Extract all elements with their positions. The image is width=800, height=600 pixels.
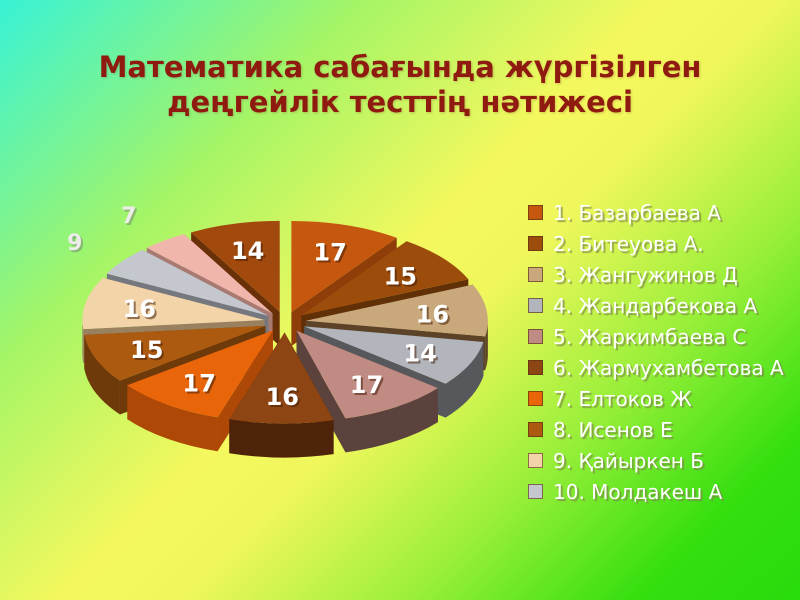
slice-value-label: 17 xyxy=(313,238,346,266)
slice-value-label-shadow: 15 xyxy=(132,338,165,366)
slice-value-label: 17 xyxy=(182,370,215,398)
legend-label: 9. Қайыркен Б xyxy=(553,448,704,473)
legend-swatch-icon xyxy=(528,391,543,406)
slice-value-label-shadow: 15 xyxy=(386,264,419,292)
pie-slice xyxy=(127,330,273,452)
legend-swatch-icon xyxy=(528,205,543,220)
legend-label: 6. Жармухамбетова А xyxy=(553,355,784,380)
legend-swatch-icon xyxy=(528,267,543,282)
legend-swatch-icon xyxy=(528,329,543,344)
legend-swatch-icon xyxy=(528,360,543,375)
slice-value-label-shadow: 16 xyxy=(268,385,301,413)
legend-label: 7. Елтоков Ж xyxy=(553,386,692,411)
legend-swatch-icon xyxy=(528,236,543,251)
legend-item: 10. Молдакеш А xyxy=(528,476,790,507)
legend-item: 6. Жармухамбетова А xyxy=(528,352,790,383)
legend-item: 5. Жаркимбаева С xyxy=(528,321,790,352)
legend-label: 4. Жандарбекова А xyxy=(553,293,758,318)
legend-item: 1. Базарбаева А xyxy=(528,197,790,228)
legend-item: 3. Жангужинов Д xyxy=(528,259,790,290)
slice-value-label-shadow: 16 xyxy=(125,297,158,325)
slice-value-label-shadow: 9 xyxy=(69,233,84,258)
slice-value-label: 16 xyxy=(416,300,449,328)
slice-value-label: 16 xyxy=(266,383,299,411)
legend-label: 3. Жангужинов Д xyxy=(553,262,738,287)
legend-label: 8. Исенов Е xyxy=(553,417,673,442)
pie-slice xyxy=(229,332,334,458)
legend-item: 9. Қайыркен Б xyxy=(528,445,790,476)
pie-chart: 1717151516161414171716161717151516169977… xyxy=(67,204,488,458)
legend-item: 8. Исенов Е xyxy=(528,414,790,445)
legend-label: 2. Битеуова А. xyxy=(553,231,704,256)
legend-swatch-icon xyxy=(528,484,543,499)
slice-value-label-shadow: 17 xyxy=(184,372,217,400)
slice-value-label-shadow: 14 xyxy=(405,342,438,370)
slice-value-label: 17 xyxy=(350,371,383,399)
slice-value-label: 9 xyxy=(67,231,82,256)
legend-swatch-icon xyxy=(528,298,543,313)
slice-value-label-shadow: 17 xyxy=(315,240,348,268)
slice-value-label-shadow: 14 xyxy=(233,239,266,267)
slide-title: Математика сабағында жүргізілген деңгейл… xyxy=(98,50,702,119)
legend-item: 4. Жандарбекова А xyxy=(528,290,790,321)
legend-label: 10. Молдакеш А xyxy=(553,479,723,504)
slice-value-label-shadow: 17 xyxy=(352,373,385,401)
legend-item: 2. Битеуова А. xyxy=(528,228,790,259)
slice-value-label: 15 xyxy=(384,262,417,290)
legend-swatch-icon xyxy=(528,453,543,468)
legend-swatch-icon xyxy=(528,422,543,437)
slice-value-label-shadow: 7 xyxy=(123,206,138,231)
slice-value-label: 14 xyxy=(231,237,264,265)
slice-value-label: 15 xyxy=(130,336,163,364)
slice-value-label: 14 xyxy=(403,340,436,368)
slice-value-label: 16 xyxy=(123,295,156,323)
chart-legend: 1. Базарбаева А 2. Битеуова А. 3. Жангужин… xyxy=(528,197,790,507)
legend-label: 5. Жаркимбаева С xyxy=(553,324,747,349)
slice-value-label-shadow: 16 xyxy=(418,302,451,330)
legend-item: 7. Елтоков Ж xyxy=(528,383,790,414)
legend-label: 1. Базарбаева А xyxy=(553,200,721,225)
slice-value-label: 7 xyxy=(121,204,136,229)
